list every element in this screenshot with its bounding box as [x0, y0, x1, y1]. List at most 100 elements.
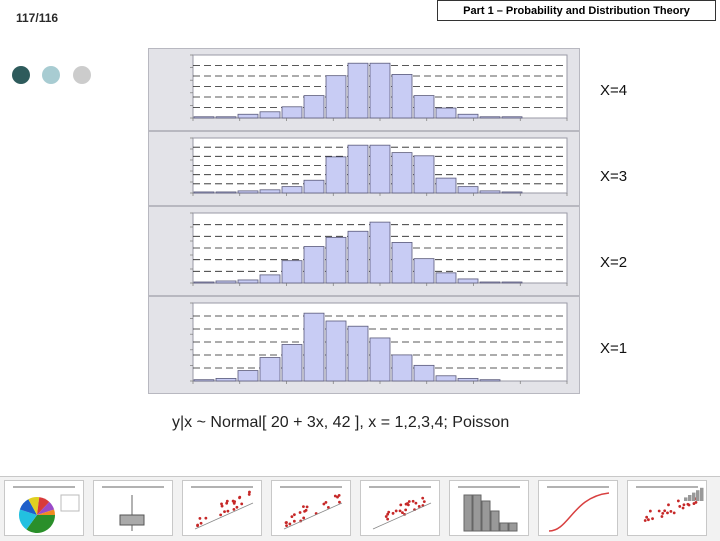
scatter-point: [338, 500, 341, 504]
thumb-bar: [463, 494, 473, 532]
histogram-bar: [193, 191, 215, 194]
scatter-point: [663, 509, 667, 513]
thumb-bar: [700, 487, 704, 501]
scatter-point: [196, 523, 200, 527]
thumbnail-scatter-histogram[interactable]: [627, 480, 707, 536]
thumbnail-scatter-plot[interactable]: [182, 480, 262, 536]
scatter-point: [384, 515, 388, 518]
header-title: Part 1 – Probability and Distribution Th…: [463, 4, 690, 17]
scatter-point: [681, 506, 685, 510]
histogram-bar: [501, 116, 523, 119]
histogram-bar: [457, 377, 479, 382]
scatter-point: [651, 517, 654, 521]
pie-slice: [28, 497, 40, 515]
scatter-point: [233, 500, 237, 504]
histogram-bar: [215, 191, 237, 194]
scatter-point: [225, 501, 229, 505]
scatter-point: [284, 521, 288, 525]
panel-label-x1: X=1: [600, 340, 628, 357]
fit-line: [372, 502, 432, 530]
scatter-point: [678, 505, 682, 508]
scatter-point: [199, 521, 203, 525]
thumbnail-scatter-plot[interactable]: [360, 480, 440, 536]
scatter-point: [302, 505, 305, 509]
scatter-point: [290, 515, 294, 519]
histogram-bar: [193, 116, 215, 119]
scatter-point: [666, 511, 669, 515]
scatter-point: [645, 515, 649, 519]
scatter-point: [226, 509, 230, 513]
scatter-point: [647, 518, 650, 522]
histogram-bar: [259, 111, 281, 119]
scatter-point: [326, 506, 330, 509]
histogram-bar: [237, 279, 259, 284]
histogram-bar: [479, 116, 501, 119]
histogram-bar: [193, 379, 215, 382]
scatter-fit-plot-icon: [280, 486, 343, 530]
thumb-bar: [684, 497, 688, 501]
scatter-point: [669, 509, 673, 513]
scatter-point: [643, 519, 647, 522]
scatter-point: [682, 503, 686, 507]
thumbnail-pie-chart[interactable]: [4, 480, 84, 536]
dot-light-icon: [42, 66, 60, 84]
slide-number: 117/116: [16, 11, 59, 25]
thumb-bar: [499, 522, 509, 532]
histogram-bar: [391, 74, 413, 119]
pie-slice: [37, 497, 50, 515]
thumb-bar: [692, 492, 696, 501]
scatter-point: [322, 502, 326, 506]
pie-chart-icon: [13, 486, 80, 533]
scatter-point: [422, 500, 426, 504]
scatter-point: [304, 508, 308, 512]
scatter-point: [399, 503, 403, 507]
histogram-bar: [303, 95, 325, 119]
histogram-bar: [501, 281, 523, 284]
histogram-bar: [501, 191, 523, 194]
scatter-point: [692, 502, 696, 505]
histogram-bar: [215, 116, 237, 119]
histogram-bar: [391, 354, 413, 382]
pie-slice: [37, 509, 56, 515]
scatter-point: [401, 511, 404, 515]
histogram-bar: [413, 155, 435, 194]
histogram-bar: [347, 230, 369, 284]
histogram-bar: [259, 189, 281, 194]
histogram-bar: [303, 179, 325, 194]
histogram-bar: [479, 281, 501, 284]
thumb-bar: [508, 522, 518, 532]
scatter-point: [305, 505, 309, 509]
thumbnail-scatter-fit-plot[interactable]: [271, 480, 351, 536]
scatter-point: [238, 496, 241, 500]
legend-box: [60, 494, 80, 512]
scatter-point: [220, 502, 223, 506]
fit-line: [194, 502, 254, 530]
pie-slice: [19, 509, 37, 530]
header-title-box: Part 1 – Probability and Distribution Th…: [437, 0, 716, 21]
histogram-bar: [347, 144, 369, 194]
histogram-bar: [237, 370, 259, 382]
scatter-point: [248, 490, 251, 494]
panel-label-x3: X=3: [600, 168, 628, 185]
thumbnail-cdf-curve[interactable]: [538, 480, 618, 536]
box-plot-icon: [102, 486, 164, 531]
thumb-bar: [490, 510, 500, 532]
histogram-bar: [325, 236, 347, 284]
thumb-bar: [481, 500, 491, 532]
scatter-point: [660, 515, 664, 518]
scatter-point: [387, 510, 391, 514]
scatter-point: [398, 509, 402, 513]
histogram-x4: [190, 54, 568, 121]
histogram-bar: [391, 152, 413, 194]
histogram-bar: [435, 107, 457, 119]
scatter-point: [417, 505, 421, 508]
scatter-point: [337, 493, 341, 497]
histogram-bar: [369, 337, 391, 382]
thumbnail-box-plot[interactable]: [93, 480, 173, 536]
scatter-point: [667, 503, 670, 507]
histogram-bar: [413, 95, 435, 119]
thumbnail-histogram[interactable]: [449, 480, 529, 536]
histogram-bar: [215, 280, 237, 284]
dot-gray-icon: [73, 66, 91, 84]
panel-label-x4: X=4: [600, 82, 628, 99]
